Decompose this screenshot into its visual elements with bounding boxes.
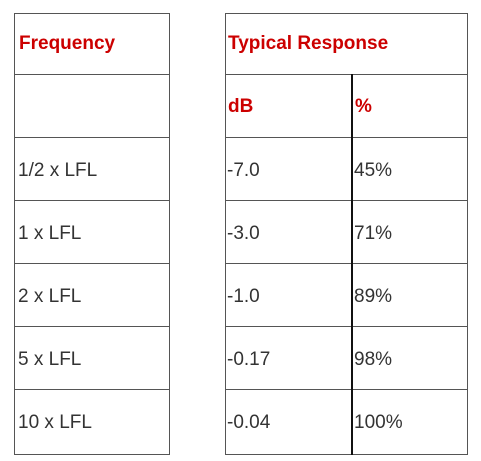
- db-cell: -3.0: [227, 223, 260, 244]
- frequency-cell: 5 x LFL: [18, 349, 82, 370]
- typical-response-table-border: [225, 13, 468, 455]
- frequency-cell: 2 x LFL: [18, 286, 82, 307]
- row-divider: [14, 137, 170, 138]
- frequency-cell: 1 x LFL: [18, 223, 82, 244]
- row-divider: [225, 74, 468, 75]
- percent-cell: 100%: [354, 412, 403, 433]
- percent-cell: 98%: [354, 349, 393, 370]
- db-cell: -7.0: [227, 160, 260, 181]
- db-header: dB: [228, 96, 254, 117]
- frequency-cell: 10 x LFL: [18, 412, 92, 433]
- row-divider: [225, 389, 468, 390]
- percent-cell: 45%: [354, 160, 393, 181]
- row-divider: [225, 263, 468, 264]
- frequency-header: Frequency: [19, 33, 116, 54]
- frequency-cell: 1/2 x LFL: [18, 160, 98, 181]
- row-divider: [14, 263, 170, 264]
- row-divider: [14, 389, 170, 390]
- row-divider: [225, 326, 468, 327]
- db-cell: -1.0: [227, 286, 260, 307]
- percent-header: %: [355, 96, 372, 117]
- row-divider: [14, 326, 170, 327]
- frequency-table-border: [14, 13, 170, 455]
- column-divider: [351, 74, 353, 455]
- typical-response-header: Typical Response: [228, 33, 389, 54]
- db-cell: -0.17: [227, 349, 271, 370]
- percent-cell: 89%: [354, 286, 393, 307]
- row-divider: [14, 200, 170, 201]
- row-divider: [14, 74, 170, 75]
- row-divider: [225, 200, 468, 201]
- db-cell: -0.04: [227, 412, 271, 433]
- row-divider: [225, 137, 468, 138]
- percent-cell: 71%: [354, 223, 393, 244]
